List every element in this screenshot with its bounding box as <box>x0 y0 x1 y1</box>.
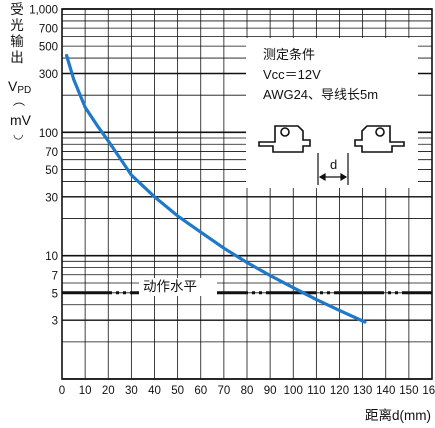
sensor-left-icon <box>258 125 311 153</box>
y-tick-label: 10 <box>45 251 58 263</box>
x-tick-label: 20 <box>102 385 115 397</box>
y-tick-label: 500 <box>39 42 58 54</box>
y-axis-label-char: 出 <box>10 50 24 65</box>
y-tick-label: 300 <box>39 69 58 81</box>
x-tick-label: 130 <box>353 385 372 397</box>
conditions-wire: AWG24、导线长5m <box>263 87 378 102</box>
x-tick-label: 140 <box>376 385 395 397</box>
distance-label: d <box>330 157 337 172</box>
x-tick-label: 90 <box>264 385 277 397</box>
x-tick-label: 100 <box>284 385 303 397</box>
threshold-label: 动作水平 <box>143 279 197 294</box>
unit-paren-close: ◡ <box>13 127 24 141</box>
x-tick-label: 70 <box>217 385 230 397</box>
x-tick-label: 110 <box>307 385 325 397</box>
y-tick-label: 70 <box>45 147 58 159</box>
threshold-label-bg <box>139 278 217 296</box>
x-tick-label: 80 <box>241 385 254 397</box>
series-lines <box>65 53 367 324</box>
x-tick-label: 120 <box>330 385 349 397</box>
x-tick-label: 30 <box>125 385 138 397</box>
y-tick-label: 700 <box>39 24 58 36</box>
x-tick-label: 0 <box>59 385 65 397</box>
y-tick-label: 100 <box>39 128 58 140</box>
y-tick-label: 7 <box>52 270 58 282</box>
y-axis-unit: mV <box>10 112 31 128</box>
y-tick-label: 30 <box>45 192 58 204</box>
series-line <box>65 53 367 324</box>
sensor-right-icon <box>354 125 405 153</box>
y-axis-symbol-v: V <box>8 78 18 94</box>
x-tick-label: 10 <box>79 385 92 397</box>
y-tick-label: 50 <box>45 165 58 177</box>
axis-tick-labels: 0 10 20 30 40 50 60 70 80 90 100 110 120 130 140 150 160… <box>29 5 435 398</box>
x-tick-label: 50 <box>171 385 184 397</box>
plot-frame <box>61 8 433 380</box>
y-axis-label: 受 光 输 出 <box>4 2 30 66</box>
x-tick-label: 160 <box>422 385 435 397</box>
threshold-label-group: 动作水平 <box>139 278 217 296</box>
y-axis-symbol: VPD <box>8 78 31 96</box>
y-axis-label-char: 光 <box>10 18 24 33</box>
conditions-vcc: Vcc＝12V <box>263 67 321 82</box>
conditions-box-bg <box>246 38 418 188</box>
x-axis-label: 距离d(mm) <box>365 408 431 423</box>
x-tick-label: 40 <box>148 385 161 397</box>
x-tick-label: 150 <box>399 385 418 397</box>
conditions-title: 测定条件 <box>263 47 315 62</box>
x-tick-label: 60 <box>194 385 207 397</box>
y-tick-label: 3 <box>52 316 58 328</box>
distance-arrow <box>317 153 349 185</box>
y-tick-label: 1,000 <box>29 5 58 17</box>
unit-paren-open: ⌒ <box>13 102 26 116</box>
y-tick-label: 5 <box>52 288 58 300</box>
plot-border <box>61 8 433 380</box>
conditions-box: 测定条件 Vcc＝12V AWG24、导线长5m d <box>246 38 418 188</box>
y-axis-label-char: 输 <box>10 34 24 49</box>
y-axis-symbol-sub: PD <box>17 85 32 96</box>
y-axis-label-char: 受 <box>10 2 24 17</box>
